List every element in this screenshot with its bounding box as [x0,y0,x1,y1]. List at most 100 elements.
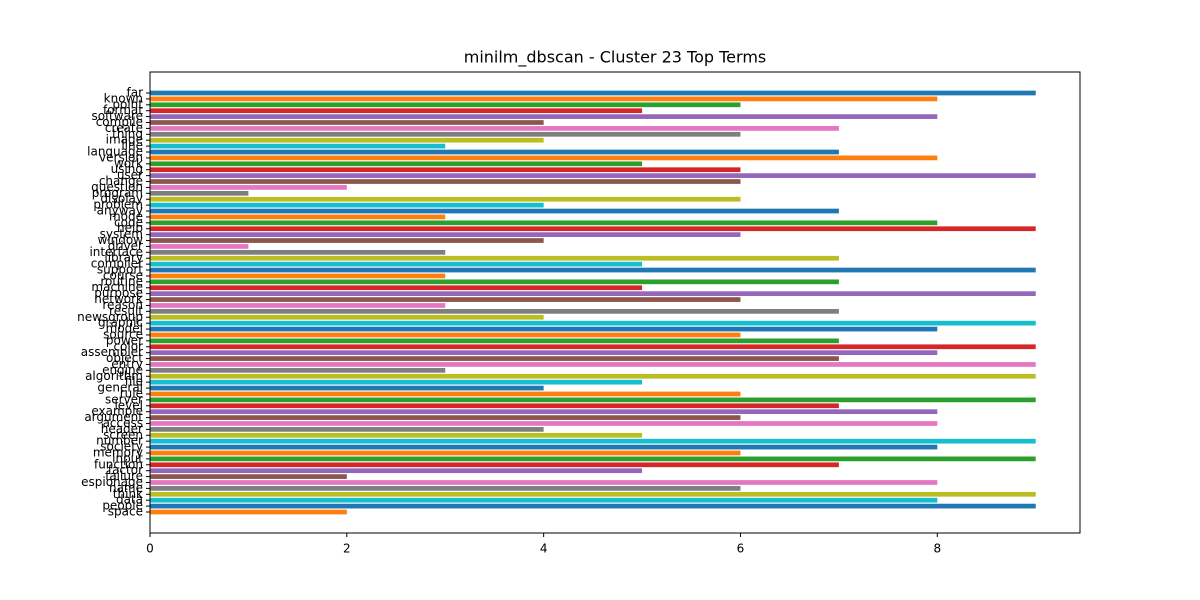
y-tick-label: engine [102,363,143,377]
y-tick-label: name [109,481,143,495]
y-tick-label: people [102,499,143,513]
bar [150,126,839,131]
bar [150,409,938,415]
y-tick-label: version [99,150,143,164]
bar [150,326,938,332]
x-tick-label: 6 [737,542,745,556]
y-tick-label: example [91,404,143,418]
y-tick-label: create [105,121,143,135]
bar [150,196,741,202]
bar [150,114,938,119]
y-tick-label: thing [112,127,143,141]
x-tick-label: 8 [933,542,941,556]
bar [150,244,249,249]
y-tick-label: mode [109,209,143,223]
y-tick-label: algorithm [85,369,143,383]
bar [150,432,643,438]
y-tick-label: network [94,292,143,306]
bar [150,179,741,184]
bar [150,480,938,485]
bar [150,279,839,285]
bar [150,185,347,190]
bar [150,267,1036,273]
bar [150,468,643,474]
bar [150,362,1036,367]
bar [150,303,446,308]
y-tick-label: data [116,493,143,507]
bar [150,285,643,291]
bar [150,208,839,214]
y-tick-label: question [91,180,143,194]
y-tick-label: system [100,227,143,241]
y-tick-label: reason [102,298,143,312]
bar [150,131,741,137]
y-tick-label: anyway [97,204,143,218]
y-tick-label: object [106,351,143,365]
y-tick-label: software [91,109,143,123]
y-tick-label: argument [84,410,143,424]
bar [150,368,446,373]
bar [150,249,446,255]
bar [150,373,1036,379]
bar [150,397,1036,403]
chart-title: minilm_dbscan - Cluster 23 Top Terms [464,48,767,68]
y-tick-label: factor [108,463,143,477]
x-tick-label: 0 [146,542,154,556]
x-tick-label: 2 [343,542,351,556]
bar [150,379,643,385]
bar [150,421,938,426]
bar [150,291,1036,297]
bar [150,108,643,114]
bar [150,356,839,361]
bar [150,338,839,344]
y-tick-label: line [121,139,143,153]
y-tick-label: assembler [81,345,143,359]
y-tick-label: driver [108,239,143,253]
bar [150,190,249,196]
y-tick-label: support [97,263,143,277]
bar [150,173,1036,178]
bar [150,456,1036,462]
y-tick-label: newsgroup [77,310,143,324]
y-tick-label: compile [96,115,143,129]
y-tick-label: point [112,97,143,111]
bar [150,427,544,432]
bar [150,320,1036,326]
bar [150,344,1036,350]
bar [150,161,643,167]
bar [150,415,741,420]
bar [150,96,938,102]
bar [150,462,839,468]
y-tick-label: help [117,221,143,235]
y-tick-label: machine [91,280,143,294]
plot-frame [149,71,1081,534]
bar [150,137,544,143]
bar [150,238,544,243]
y-tick-label: course [103,268,143,282]
y-tick-label: program [92,186,143,200]
bar [150,261,643,267]
bar [150,149,839,155]
y-tick-label: code [114,215,143,229]
bar [150,391,741,397]
y-tick-label: change [99,174,143,188]
bar [150,202,544,208]
y-tick-label: failure [105,469,143,483]
bar [150,90,1036,96]
y-tick-label: compiler [91,257,143,271]
y-tick-label: space [108,505,143,519]
y-tick-label: result [109,304,143,318]
bar [150,214,446,220]
x-tick-label: 4 [540,542,548,556]
bar [150,255,839,261]
bar [150,332,741,338]
y-tick-label: routine [100,274,143,288]
y-tick-label: library [104,251,143,265]
y-tick-label: memory [93,445,143,459]
y-tick-label: level [114,398,143,412]
y-tick-label: using [111,162,143,176]
y-tick-label: format [103,103,143,117]
y-tick-label: access [103,416,143,430]
bar [150,314,544,320]
bar [150,297,741,302]
